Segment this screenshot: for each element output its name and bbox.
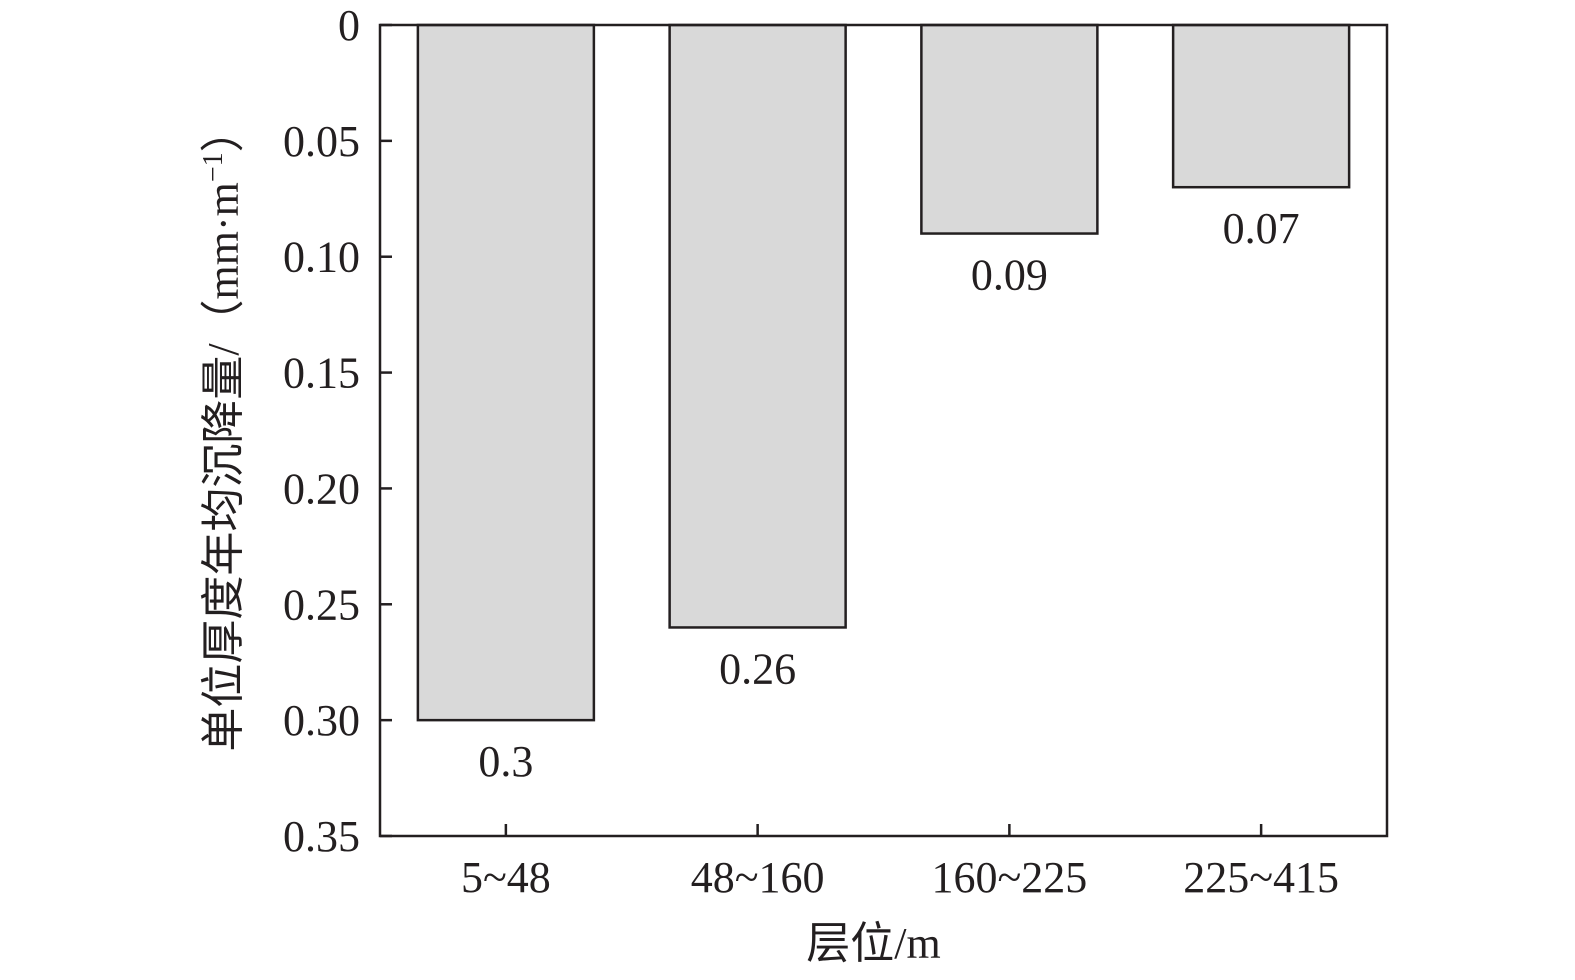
- y-tick-label-6: 0.25: [283, 580, 360, 629]
- y-tick-label-2: 0.05: [283, 117, 360, 166]
- data-labels-layer: 0.3 0.26 0.09 0.07: [478, 204, 1299, 786]
- data-label-1: 0.3: [478, 737, 533, 786]
- x-tick-label-4: 225~415: [1183, 853, 1339, 902]
- data-label-3: 0.09: [971, 251, 1048, 300]
- y-tick-label-4: 0.15: [283, 349, 360, 398]
- axes-layer: [378, 23, 1389, 838]
- bar-1: [416, 23, 596, 722]
- data-label-2: 0.26: [719, 644, 796, 693]
- x-tick-label-3: 160~225: [931, 853, 1087, 902]
- y-tick-label-7: 0.30: [283, 696, 360, 745]
- titles-layer: 层位/m 单位厚度年均沉降量/（mm·m−1）: [198, 108, 941, 968]
- bar-2: [668, 23, 847, 629]
- y-axis-title: 单位厚度年均沉降量/（mm·m−1）: [198, 108, 248, 751]
- y-tick-label-5: 0.20: [283, 464, 360, 513]
- plot-frame: [378, 23, 1389, 838]
- bar-4: [1171, 23, 1351, 189]
- y-tick-label-3: 0.10: [283, 233, 360, 282]
- y-tick-label-1: 0: [338, 1, 360, 50]
- bars-layer: [416, 23, 1351, 722]
- x-axis-title: 层位/m: [806, 919, 940, 968]
- ticks-layer: 5~48 48~160 160~225 225~415 0 0.05 0.10 0.15 0.2…: [283, 1, 1339, 902]
- x-tick-label-1: 5~48: [461, 853, 551, 902]
- x-tick-label-2: 48~160: [691, 853, 825, 902]
- y-tick-label-8: 0.35: [283, 812, 360, 861]
- data-label-4: 0.07: [1223, 204, 1300, 253]
- bar-3: [920, 23, 1099, 235]
